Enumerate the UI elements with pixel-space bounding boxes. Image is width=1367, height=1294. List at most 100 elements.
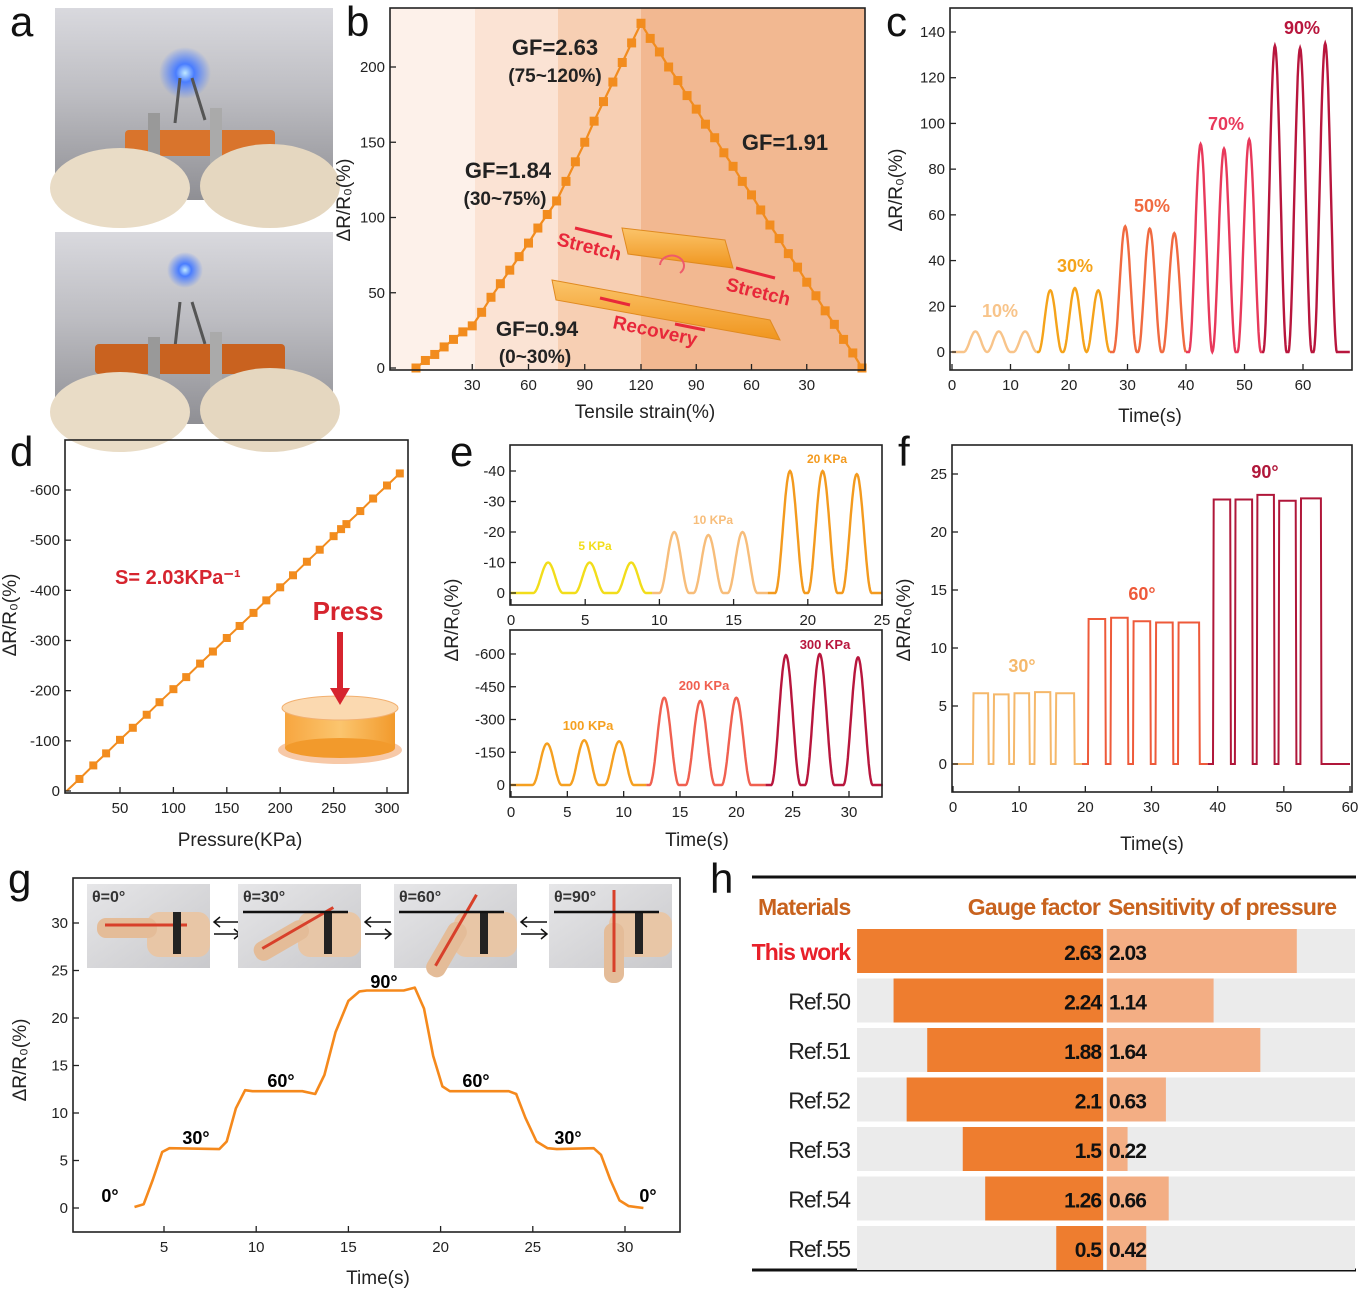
- sensitivity-bar: [1107, 1127, 1128, 1171]
- series-line: [767, 469, 882, 595]
- data-point: [561, 176, 571, 186]
- data-point: [783, 249, 793, 259]
- y-axis-label: ΔR/R₀(%): [894, 579, 915, 662]
- data-point: [102, 749, 111, 758]
- finger-photo: θ=0°: [87, 884, 210, 968]
- sensitivity-value: 0.63: [1109, 1091, 1146, 1114]
- series-line: [1082, 616, 1208, 765]
- y-tick-label: 25: [930, 466, 947, 483]
- data-point: [608, 77, 618, 87]
- data-point: [765, 220, 775, 230]
- x-tick-label: 15: [725, 612, 742, 629]
- y-tick-label: 150: [360, 134, 385, 151]
- gauge-factor-value: 2.24: [1064, 992, 1102, 1015]
- stretched-bar-icon: [621, 227, 734, 269]
- x-tick-label: 0: [949, 799, 957, 816]
- data-point: [664, 62, 674, 72]
- angle-label: 0°: [101, 1186, 118, 1206]
- data-point: [533, 223, 543, 233]
- data-point: [249, 608, 258, 617]
- sensitivity-value: 2.03: [1109, 942, 1146, 965]
- data-point: [505, 265, 515, 275]
- gauge-factor-bar: [962, 1127, 1103, 1171]
- y-tick-label: 140: [920, 24, 945, 41]
- data-point: [342, 520, 351, 529]
- y-tick-label: -500: [30, 532, 60, 549]
- x-tick-label: 20: [1077, 799, 1094, 816]
- sensitivity-bar: [1107, 1028, 1261, 1072]
- material-label: Ref.52: [788, 1088, 850, 1114]
- data-point: [369, 494, 378, 503]
- y-tick-label: 20: [928, 298, 945, 315]
- x-tick-label: 60: [743, 377, 760, 394]
- data-point: [196, 659, 205, 668]
- table-row: Ref.54 1.26 0.66: [788, 1176, 1355, 1221]
- sensitivity-bar: [1107, 929, 1297, 973]
- arrow-right-icon: [365, 928, 393, 940]
- data-point: [89, 761, 98, 770]
- y-tick-label: 15: [51, 1058, 68, 1075]
- data-point: [654, 47, 664, 57]
- y-axis-label: ΔR/R₀(%): [886, 149, 907, 232]
- x-axis-label: Time(s): [665, 830, 729, 851]
- data-point: [820, 306, 830, 316]
- arrow-left-icon: [519, 916, 547, 928]
- data-point: [514, 252, 524, 262]
- y-tick-label: 50: [368, 285, 385, 302]
- y-tick-label: -300: [30, 633, 60, 650]
- header-gauge-factor: Gauge factor: [968, 894, 1101, 920]
- series-line: [1186, 136, 1263, 355]
- y-tick-label: 5: [60, 1153, 68, 1170]
- y-tick-label: -40: [483, 463, 505, 480]
- x-tick-label: 30: [1119, 377, 1136, 394]
- y-tick-label: 120: [920, 70, 945, 87]
- data-point: [756, 205, 766, 215]
- y-tick-label: -300: [475, 712, 505, 729]
- angle-label: 0°: [639, 1186, 656, 1206]
- pressed-cylinder-illustration: [278, 632, 402, 764]
- x-tick-label: 15: [672, 804, 689, 821]
- data-point: [356, 507, 365, 516]
- series-line: [646, 696, 766, 787]
- plot-frame: [64, 439, 409, 794]
- series-label: 5 KPa: [578, 539, 612, 553]
- angle-label: 90°: [370, 972, 397, 992]
- table-row: Ref.55 0.5 0.42: [788, 1226, 1355, 1270]
- series-line: [1110, 224, 1187, 354]
- material-label: Ref.50: [788, 989, 850, 1015]
- x-axis-label: Tensile strain(%): [575, 402, 715, 423]
- data-point: [645, 33, 655, 43]
- arrow-right-icon: [521, 928, 549, 940]
- press-label: Press: [313, 596, 384, 626]
- series-line: [953, 691, 1082, 765]
- clip: [210, 108, 222, 173]
- x-tick-label: 10: [651, 612, 668, 629]
- data-point: [682, 91, 692, 101]
- y-axis-label: ΔR/R₀(%): [442, 579, 463, 662]
- plot-frame: [72, 877, 681, 1233]
- series-label: 60°: [1128, 584, 1155, 604]
- gauge-factor-bar: [857, 929, 1103, 973]
- sensitivity-bar: [1107, 1226, 1147, 1270]
- data-point: [719, 148, 729, 158]
- x-tick-label: 30: [617, 1239, 634, 1256]
- data-point: [439, 342, 449, 352]
- data-point: [542, 209, 552, 219]
- arrow-left-icon: [363, 916, 391, 928]
- gf-annotation: (0~30%): [499, 347, 571, 368]
- x-tick-label: 300: [374, 800, 399, 817]
- gf-annotation: GF=2.63: [512, 35, 598, 60]
- data-point: [276, 583, 285, 592]
- series-label: 10%: [982, 301, 1018, 321]
- data-point: [458, 327, 468, 337]
- plot-frame: [389, 7, 866, 371]
- series-label: 100 KPa: [563, 718, 614, 733]
- x-tick-label: 100: [161, 800, 186, 817]
- x-tick-label: 50: [1236, 377, 1253, 394]
- data-point: [420, 355, 430, 365]
- plot-frame: [509, 629, 883, 798]
- data-point: [182, 673, 191, 682]
- series-label: 50%: [1134, 196, 1170, 216]
